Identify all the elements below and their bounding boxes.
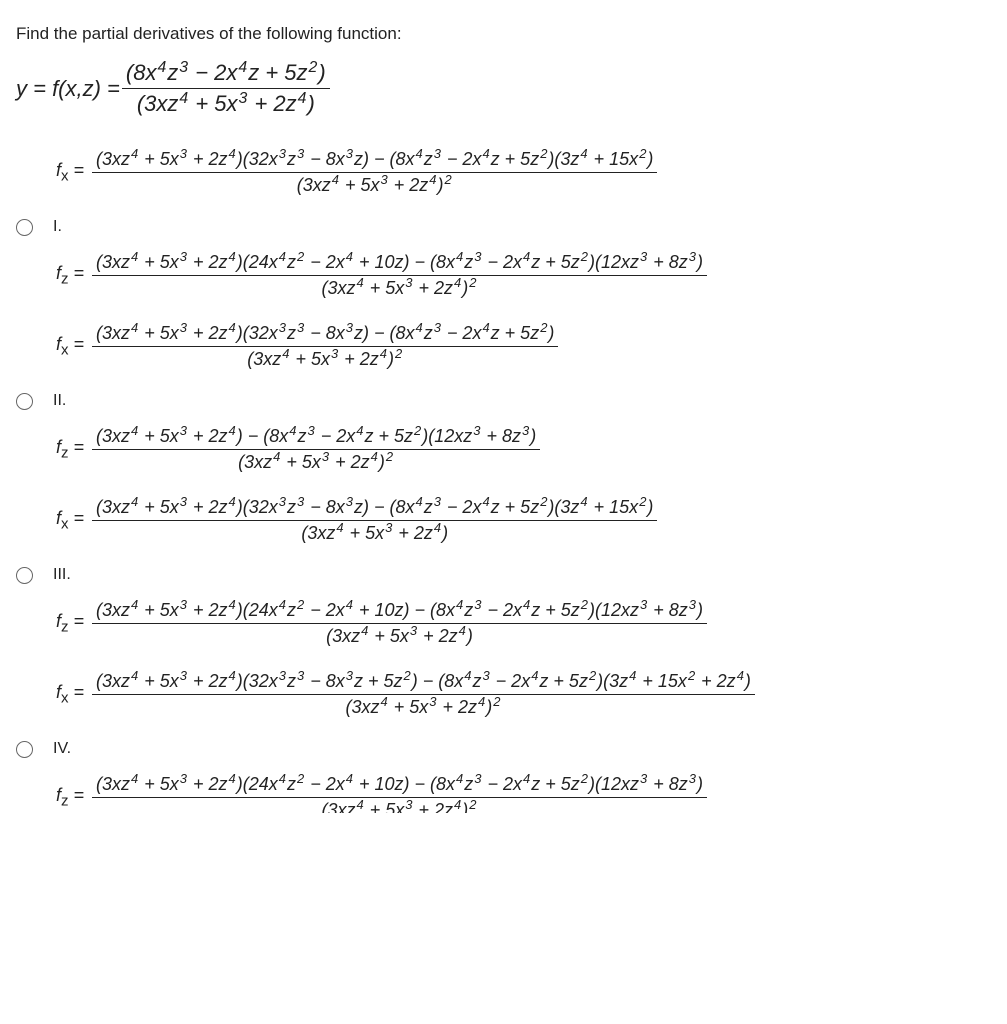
fz-fraction: (3xz4 + 5x3 + 2z4) − (8x4z3 − 2x4z + 5z2…: [92, 424, 540, 475]
fx-denominator: (3xz4 + 5x3 + 2z4)2: [243, 347, 407, 372]
option-4[interactable]: IV.: [16, 740, 991, 758]
question-text: Find the partial derivatives of the foll…: [16, 24, 991, 44]
fz-label: fz =: [56, 263, 84, 288]
option-body-3: fx = (3xz4 + 5x3 + 2z4)(32x3z3 − 8x3z) −…: [56, 495, 991, 546]
option-body-2b: fz = (3xz4 + 5x3 + 2z4) − (8x4z3 − 2x4z …: [56, 424, 991, 475]
option-body-3b: fz = (3xz4 + 5x3 + 2z4)(24x4z2 − 2x4 + 1…: [56, 598, 991, 649]
fz-denominator: (3xz4 + 5x3 + 2z4): [322, 624, 477, 649]
fx-label: fx =: [56, 508, 84, 533]
radio-icon[interactable]: [16, 393, 33, 410]
option-label: I.: [53, 218, 75, 236]
options-list: fx = (3xz4 + 5x3 + 2z4)(32x3z3 − 8x3z) −…: [16, 147, 991, 829]
main-equation: y = f(x,z) = (8x4z3 − 2x4z + 5z2) (3xz4 …: [16, 58, 991, 119]
main-eq-fraction: (8x4z3 − 2x4z + 5z2) (3xz4 + 5x3 + 2z4): [122, 58, 330, 119]
option-body-4b: fz = (3xz4 + 5x3 + 2z4)(24x4z2 − 2x4 + 1…: [56, 772, 991, 823]
fz-fraction: (3xz4 + 5x3 + 2z4)(24x4z2 − 2x4 + 10z) −…: [92, 250, 707, 301]
fx-numerator: (3xz4 + 5x3 + 2z4)(32x3z3 − 8x3z) − (8x4…: [92, 147, 657, 173]
fx-row: fx = (3xz4 + 5x3 + 2z4)(32x3z3 − 8x3z) −…: [56, 321, 991, 372]
main-eq-numerator: (8x4z3 − 2x4z + 5z2): [122, 58, 330, 89]
option-1[interactable]: I.: [16, 218, 991, 236]
fz-row: fz = (3xz4 + 5x3 + 2z4)(24x4z2 − 2x4 + 1…: [56, 772, 991, 823]
radio-icon[interactable]: [16, 219, 33, 236]
option-2[interactable]: II.: [16, 392, 991, 410]
option-label: IV.: [53, 740, 75, 758]
fx-fraction: (3xz4 + 5x3 + 2z4)(32x3z3 − 8x3z + 5z2) …: [92, 669, 755, 720]
radio-icon[interactable]: [16, 567, 33, 584]
fx-numerator: (3xz4 + 5x3 + 2z4)(32x3z3 − 8x3z) − (8x4…: [92, 321, 558, 347]
fx-fraction: (3xz4 + 5x3 + 2z4)(32x3z3 − 8x3z) − (8x4…: [92, 321, 558, 372]
fx-denominator: (3xz4 + 5x3 + 2z4): [297, 521, 452, 546]
option-body-2: fx = (3xz4 + 5x3 + 2z4)(32x3z3 − 8x3z) −…: [56, 321, 991, 372]
fx-row: fx = (3xz4 + 5x3 + 2z4)(32x3z3 − 8x3z + …: [56, 669, 991, 720]
main-eq-denominator: (3xz4 + 5x3 + 2z4): [133, 89, 319, 119]
fx-fraction: (3xz4 + 5x3 + 2z4)(32x3z3 − 8x3z) − (8x4…: [92, 147, 657, 198]
fz-numerator: (3xz4 + 5x3 + 2z4)(24x4z2 − 2x4 + 10z) −…: [92, 598, 707, 624]
fz-denominator: (3xz4 + 5x3 + 2z4)2: [318, 276, 482, 301]
fz-denominator: (3xz4 + 5x3 + 2z4)2: [234, 450, 398, 475]
fx-denominator: (3xz4 + 5x3 + 2z4)2: [341, 695, 505, 720]
fx-numerator: (3xz4 + 5x3 + 2z4)(32x3z3 − 8x3z + 5z2) …: [92, 669, 755, 695]
fx-row: fx = (3xz4 + 5x3 + 2z4)(32x3z3 − 8x3z) −…: [56, 147, 991, 198]
fz-numerator: (3xz4 + 5x3 + 2z4)(24x4z2 − 2x4 + 10z) −…: [92, 250, 707, 276]
fz-numerator: (3xz4 + 5x3 + 2z4) − (8x4z3 − 2x4z + 5z2…: [92, 424, 540, 450]
fz-row: fz = (3xz4 + 5x3 + 2z4)(24x4z2 − 2x4 + 1…: [56, 598, 991, 649]
fz-label: fz =: [56, 785, 84, 810]
fz-label: fz =: [56, 437, 84, 462]
fx-fraction: (3xz4 + 5x3 + 2z4)(32x3z3 − 8x3z) − (8x4…: [92, 495, 657, 546]
option-body-4: fx = (3xz4 + 5x3 + 2z4)(32x3z3 − 8x3z + …: [56, 669, 991, 720]
option-label: II.: [53, 392, 75, 410]
option-body-1: fx = (3xz4 + 5x3 + 2z4)(32x3z3 − 8x3z) −…: [56, 147, 991, 198]
fz-numerator: (3xz4 + 5x3 + 2z4)(24x4z2 − 2x4 + 10z) −…: [92, 772, 707, 798]
fz-denominator: (3xz4 + 5x3 + 2z4)2: [318, 798, 482, 823]
option-3[interactable]: III.: [16, 566, 991, 584]
fx-numerator: (3xz4 + 5x3 + 2z4)(32x3z3 − 8x3z) − (8x4…: [92, 495, 657, 521]
option-label: III.: [53, 566, 75, 584]
fz-label: fz =: [56, 611, 84, 636]
fx-row: fx = (3xz4 + 5x3 + 2z4)(32x3z3 − 8x3z) −…: [56, 495, 991, 546]
fz-fraction: (3xz4 + 5x3 + 2z4)(24x4z2 − 2x4 + 10z) −…: [92, 598, 707, 649]
fz-row: fz = (3xz4 + 5x3 + 2z4)(24x4z2 − 2x4 + 1…: [56, 250, 991, 301]
fx-label: fx =: [56, 682, 84, 707]
fx-label: fx =: [56, 160, 84, 185]
main-eq-lhs: y = f(x,z) =: [16, 76, 120, 102]
option-body-1b: fz = (3xz4 + 5x3 + 2z4)(24x4z2 − 2x4 + 1…: [56, 250, 991, 301]
fx-label: fx =: [56, 334, 84, 359]
fx-denominator: (3xz4 + 5x3 + 2z4)2: [293, 173, 457, 198]
radio-icon[interactable]: [16, 741, 33, 758]
fz-fraction: (3xz4 + 5x3 + 2z4)(24x4z2 − 2x4 + 10z) −…: [92, 772, 707, 823]
fz-row: fz = (3xz4 + 5x3 + 2z4) − (8x4z3 − 2x4z …: [56, 424, 991, 475]
